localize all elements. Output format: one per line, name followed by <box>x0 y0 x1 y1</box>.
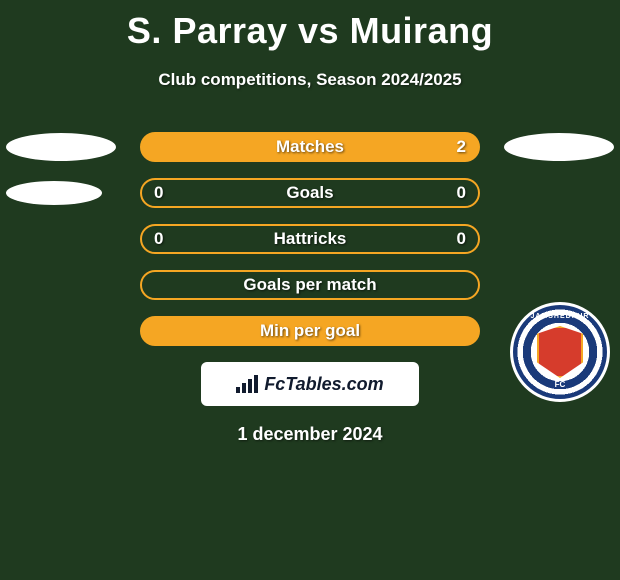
player-left-ellipse <box>6 133 116 161</box>
stat-right-value: 2 <box>457 137 466 157</box>
stat-label: Matches <box>276 137 344 157</box>
stat-row: Matches 2 <box>0 132 620 162</box>
stat-row: 0 Hattricks 0 <box>0 224 620 254</box>
stat-label: Goals <box>286 183 333 203</box>
stat-label: Goals per match <box>243 275 376 295</box>
page-title: S. Parray vs Muirang <box>0 0 620 52</box>
stat-bar: Matches 2 <box>140 132 480 162</box>
crest-bottom-text: FC <box>513 380 607 389</box>
crest-shield-icon <box>537 326 583 378</box>
subtitle: Club competitions, Season 2024/2025 <box>0 70 620 90</box>
stat-left-value: 0 <box>154 183 163 203</box>
stat-row: Goals per match <box>0 270 620 300</box>
stat-bar: Min per goal <box>140 316 480 346</box>
branding-badge: FcTables.com <box>201 362 419 406</box>
stat-bar: 0 Hattricks 0 <box>140 224 480 254</box>
stat-row: 0 Goals 0 <box>0 178 620 208</box>
stat-label: Min per goal <box>260 321 360 341</box>
stat-bar: Goals per match <box>140 270 480 300</box>
player-left-ellipse <box>6 181 102 205</box>
chart-icon <box>236 375 258 393</box>
stat-label: Hattricks <box>274 229 347 249</box>
stat-right-value: 0 <box>457 229 466 249</box>
stat-left-value: 0 <box>154 229 163 249</box>
branding-text: FcTables.com <box>264 374 383 395</box>
crest-circle: JAMSHEDPUR FC <box>510 302 610 402</box>
stat-right-value: 0 <box>457 183 466 203</box>
comparison-panel: Matches 2 0 Goals 0 0 Hattricks 0 Goals per matc… <box>0 132 620 445</box>
crest-top-text: JAMSHEDPUR <box>513 313 607 320</box>
player-right-ellipse <box>504 133 614 161</box>
team-crest-right: JAMSHEDPUR FC <box>510 302 610 402</box>
stat-bar: 0 Goals 0 <box>140 178 480 208</box>
date-text: 1 december 2024 <box>0 424 620 445</box>
